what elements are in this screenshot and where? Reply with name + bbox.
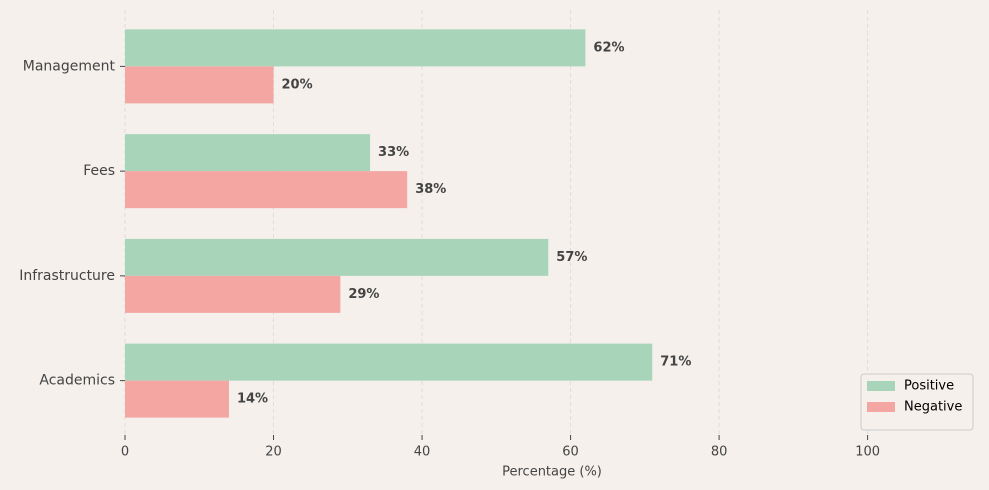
bar bbox=[125, 380, 229, 418]
x-tick-label: 40 bbox=[414, 445, 431, 460]
x-tick-label: 0 bbox=[121, 445, 129, 460]
data-label: 20% bbox=[282, 77, 313, 92]
data-label: 38% bbox=[415, 182, 446, 197]
legend-label: Positive bbox=[904, 379, 954, 394]
x-axis-label: Percentage (%) bbox=[502, 465, 602, 480]
bar bbox=[125, 134, 371, 172]
y-tick-label: Infrastructure bbox=[19, 268, 115, 284]
x-tick-label: 60 bbox=[562, 445, 579, 460]
data-label: 57% bbox=[556, 250, 587, 265]
data-label: 33% bbox=[378, 145, 409, 160]
data-label: 71% bbox=[660, 355, 691, 370]
x-tick-label: 100 bbox=[855, 445, 880, 460]
legend-label: Negative bbox=[904, 400, 962, 415]
legend-swatch bbox=[867, 381, 895, 391]
bar bbox=[125, 275, 341, 313]
y-tick-label: Academics bbox=[39, 373, 115, 389]
x-tick-label: 20 bbox=[265, 445, 282, 460]
bar bbox=[125, 66, 274, 104]
legend-swatch bbox=[867, 402, 895, 412]
bar bbox=[125, 171, 408, 209]
bar bbox=[125, 29, 586, 67]
data-label: 29% bbox=[348, 287, 379, 302]
y-tick-label: Management bbox=[23, 58, 116, 74]
x-tick-label: 80 bbox=[711, 445, 728, 460]
bar bbox=[125, 343, 653, 381]
data-label: 14% bbox=[237, 392, 268, 407]
bar bbox=[125, 238, 549, 276]
y-tick-label: Fees bbox=[83, 163, 115, 179]
data-label: 62% bbox=[593, 40, 624, 55]
